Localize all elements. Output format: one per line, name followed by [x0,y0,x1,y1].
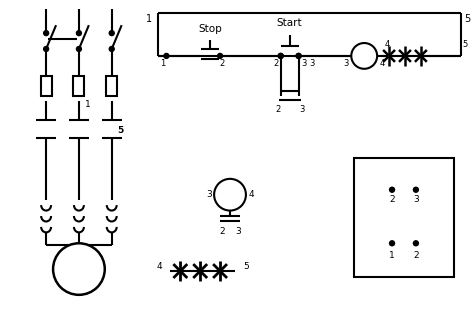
Text: M: M [359,51,370,61]
Text: Motor: Motor [66,265,92,273]
Text: 1: 1 [160,59,165,68]
Circle shape [109,47,114,51]
Circle shape [76,47,82,51]
Text: Start: Start [277,18,302,28]
Circle shape [53,243,105,295]
Circle shape [413,187,419,192]
Text: 2: 2 [275,105,280,114]
Text: 5: 5 [243,262,249,271]
Text: 5: 5 [118,126,124,135]
Text: 3: 3 [206,190,212,199]
Text: 4: 4 [248,190,254,199]
Text: 2: 2 [219,227,225,236]
Text: 3: 3 [413,195,419,204]
Circle shape [296,53,301,58]
Text: 2: 2 [413,251,419,260]
Text: 2: 2 [219,59,225,68]
Text: 5: 5 [463,39,468,48]
Circle shape [278,53,283,58]
Text: 1: 1 [85,100,91,109]
Text: 3: 3 [301,59,306,68]
Circle shape [109,30,114,36]
Text: 3: 3 [310,59,315,68]
Bar [41,76,52,96]
Circle shape [44,47,49,51]
Bar [106,76,117,96]
Circle shape [218,53,223,58]
Circle shape [44,30,49,36]
Circle shape [76,30,82,36]
Text: Stop: Stop [198,24,222,34]
Text: 1: 1 [146,14,153,24]
Circle shape [164,53,169,58]
Text: 5: 5 [465,14,471,24]
Text: 3: 3 [235,227,241,236]
Text: M: M [224,188,236,201]
Text: 2: 2 [389,195,395,204]
Circle shape [351,43,377,69]
Circle shape [278,53,283,58]
Bar [354,158,454,277]
Circle shape [296,53,301,58]
Circle shape [413,241,419,246]
Text: 3: 3 [344,59,349,68]
Circle shape [390,187,394,192]
Text: 4: 4 [385,39,390,48]
Circle shape [214,179,246,211]
Text: 2: 2 [273,59,278,68]
Text: 3: 3 [299,105,304,114]
Text: 1: 1 [389,251,395,260]
Circle shape [390,241,394,246]
Bar [73,76,84,96]
Text: 4: 4 [157,262,163,271]
Text: 4: 4 [380,59,385,68]
